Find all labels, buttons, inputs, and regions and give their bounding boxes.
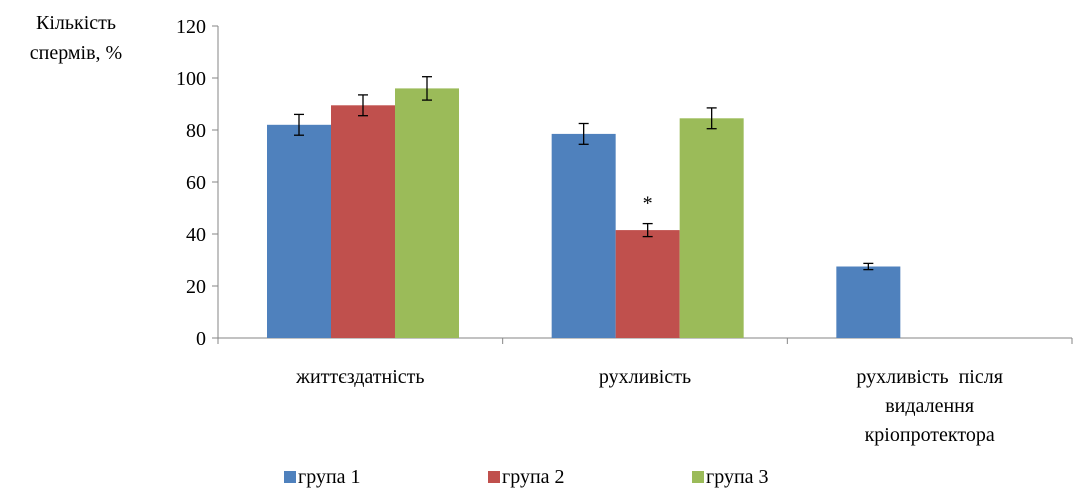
x-tick-label-cat-3-line-1: рухливість після [856,366,1002,388]
legend-item-group-3: група 3 [692,462,769,492]
legend-label-group-3: група 3 [706,466,769,488]
y-tick-label-60: 60 [186,172,206,194]
y-axis-label-line-1: Кількість [35,12,116,34]
bar-chart: 0 20 40 60 80 100 120 * життєздатність рухливість… [176,16,1073,446]
y-tick-label-20: 20 [186,276,206,298]
bar-series-1-cat-1 [267,124,331,338]
bar-series-1-cat-3 [836,266,901,338]
y-tick-label-80: 80 [186,120,206,142]
y-tick-label-40: 40 [186,224,206,246]
legend-swatch-group-2 [488,471,500,483]
y-tick-label-100: 100 [176,68,206,90]
x-tick-label-cat-3-line-3: кріопротектора [865,424,995,446]
legend-swatch-group-3 [692,471,704,483]
bar-series-3-cat-1 [395,88,459,339]
bar-series-2-cat-2 [615,230,680,338]
y-tick-label-120: 120 [176,16,206,38]
bar-series-1-cat-2 [551,133,616,338]
annotation-1: * [643,193,653,215]
x-tick-label-cat-2-line-1: рухливість [599,366,691,388]
legend: група 1 група 2 група 3 [0,462,1082,492]
bar-series-3-cat-2 [679,118,744,338]
legend-label-group-1: група 1 [298,466,361,488]
legend-label-group-2: група 2 [502,466,565,488]
legend-item-group-1: група 1 [284,462,361,492]
x-tick-label-cat-3-line-2: видалення [885,395,974,417]
y-axis-label: Кількість спермів, % [6,8,146,68]
legend-swatch-group-1 [284,471,296,483]
x-tick-label-cat-1-line-1: життєздатність [295,366,424,388]
bar-series-2-cat-1 [331,105,395,338]
y-axis-label-line-2: спермів, % [29,42,123,64]
legend-item-group-2: група 2 [488,462,565,492]
y-tick-label-0: 0 [196,328,206,350]
